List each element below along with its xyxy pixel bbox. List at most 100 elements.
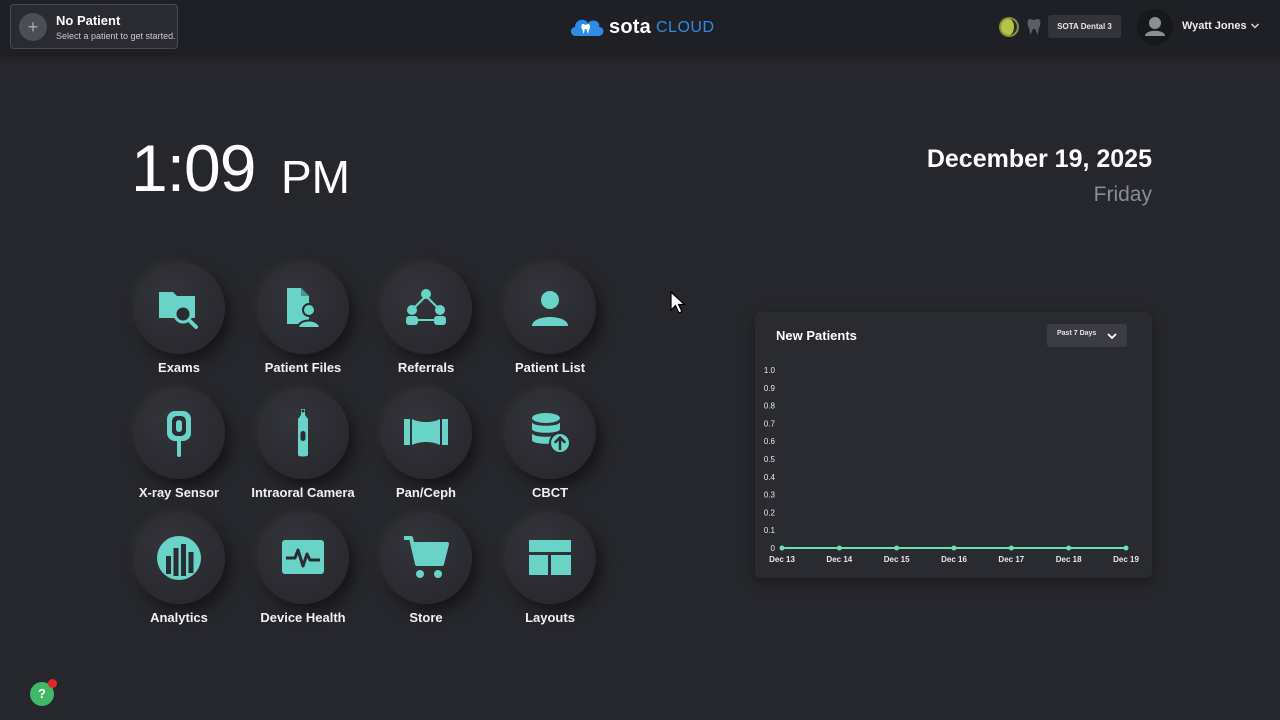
x-tick-label: Dec 15 (884, 555, 910, 564)
heartbeat-monitor-icon (282, 540, 324, 574)
data-point[interactable] (1066, 545, 1072, 551)
tile-device-health-circle[interactable] (257, 512, 349, 604)
tile-intraoral-camera[interactable]: Intraoral Camera (241, 387, 365, 511)
analytics-bars-icon (157, 536, 201, 580)
clock-ampm: PM (281, 151, 350, 203)
y-tick-label: 0.2 (764, 508, 776, 517)
mouse-cursor-icon (670, 291, 686, 314)
tile-patient-files[interactable]: Patient Files (241, 262, 365, 386)
tile-store[interactable]: Store (364, 512, 488, 636)
tile-xray-sensor[interactable]: X-ray Sensor (117, 387, 241, 511)
shopping-cart-icon (404, 536, 449, 578)
data-point[interactable] (951, 545, 957, 551)
date-range-dropdown[interactable]: Past 7 Days (1047, 324, 1127, 347)
cloud-tooth-icon (570, 19, 604, 36)
tile-label: Referrals (397, 360, 455, 375)
add-patient-icon[interactable]: + (19, 13, 47, 41)
y-tick-label: 0.8 (764, 402, 776, 411)
y-tick-label: 0.3 (764, 491, 776, 500)
tile-referrals-circle[interactable] (380, 262, 472, 354)
tile-device-health[interactable]: Device Health (241, 512, 365, 636)
tile-label: Store (409, 610, 443, 625)
exam-folder-search-icon (159, 292, 198, 329)
tile-exams-circle[interactable] (133, 262, 225, 354)
person-icon (532, 291, 568, 326)
y-tick-label: 0 (771, 544, 776, 553)
data-point[interactable] (836, 545, 842, 551)
y-tick-label: 0.4 (764, 473, 776, 482)
tile-label: Patient List (514, 360, 586, 375)
tile-pan-ceph-circle[interactable] (380, 387, 472, 479)
y-tick-label: 1.0 (764, 366, 776, 375)
date-range-label: Past 7 Days (1057, 330, 1097, 337)
tile-label: CBCT (531, 485, 569, 500)
tile-analytics-circle[interactable] (133, 512, 225, 604)
tile-cbct-circle[interactable] (504, 387, 596, 479)
patient-selector[interactable]: + No Patient Select a patient to get sta… (10, 4, 178, 49)
data-point[interactable] (894, 545, 900, 551)
tooth-icon[interactable] (1026, 17, 1042, 37)
tile-label: Intraoral Camera (251, 485, 355, 500)
xray-sensor-icon (167, 411, 191, 457)
tile-label: Layouts (525, 610, 575, 625)
x-tick-label: Dec 19 (1113, 555, 1139, 564)
tile-xray-sensor-circle[interactable] (133, 387, 225, 479)
new-patients-card: 0 0.1 0.2 0.3 0.4 0.5 0.6 0.7 0.8 0.9 1.0 Dec 13 Dec… (755, 312, 1152, 578)
y-tick-label: 0.6 (764, 437, 776, 446)
logo-text-cloud: CLOUD (656, 19, 715, 36)
patient-subtitle: Select a patient to get started. (56, 31, 176, 41)
tile-label: Patient Files (264, 360, 342, 375)
tile-label: Device Health (260, 610, 346, 625)
patient-title: No Patient (56, 13, 121, 28)
tile-analytics[interactable]: Analytics (117, 512, 241, 636)
y-tick-label: 0.7 (764, 419, 776, 428)
tile-exams[interactable]: Exams (117, 262, 241, 386)
tile-cbct[interactable]: CBCT (488, 387, 612, 511)
data-point[interactable] (779, 545, 785, 551)
chevron-down-icon[interactable] (1250, 21, 1260, 31)
tile-label: Analytics (150, 610, 208, 625)
user-avatar[interactable] (1137, 9, 1173, 45)
logo-text-sota: sota (609, 16, 651, 38)
clock-time: 1:09 (131, 131, 256, 205)
current-date: December 19, 2025 (926, 145, 1152, 173)
y-tick-label: 0.1 (764, 526, 776, 535)
data-point[interactable] (1123, 545, 1129, 551)
tile-intraoral-camera-circle[interactable] (257, 387, 349, 479)
tile-label: Exams (158, 360, 200, 375)
x-tick-label: Dec 14 (826, 555, 852, 564)
notification-dot (48, 679, 57, 688)
y-tick-label: 0.9 (764, 384, 776, 393)
cbct-database-upload-icon (532, 413, 571, 454)
chevron-down-icon (1107, 333, 1117, 340)
chart-title: New Patients (776, 328, 857, 343)
tile-layouts[interactable]: Layouts (488, 512, 612, 636)
top-bar: + No Patient Select a patient to get sta… (0, 0, 1280, 53)
layout-grid-icon (529, 540, 571, 575)
tile-layouts-circle[interactable] (504, 512, 596, 604)
current-weekday: Friday (1093, 183, 1152, 206)
new-patients-chart: 0 0.1 0.2 0.3 0.4 0.5 0.6 0.7 0.8 0.9 1.0 Dec 13 Dec… (764, 366, 1140, 564)
referrals-network-icon (406, 289, 446, 325)
pan-ceph-icon (404, 419, 448, 445)
x-tick-label: Dec 16 (941, 555, 967, 564)
data-point[interactable] (1008, 545, 1014, 551)
x-tick-label: Dec 17 (998, 555, 1024, 564)
tile-label: X-ray Sensor (138, 485, 220, 500)
y-tick-label: 0.5 (764, 455, 776, 464)
tile-pan-ceph[interactable]: Pan/Ceph (364, 387, 488, 511)
intraoral-camera-icon (298, 409, 308, 457)
tile-referrals[interactable]: Referrals (364, 262, 488, 386)
tile-store-circle[interactable] (380, 512, 472, 604)
x-tick-label: Dec 18 (1056, 555, 1082, 564)
tile-patient-list[interactable]: Patient List (488, 262, 612, 386)
tile-patient-list-circle[interactable] (504, 262, 596, 354)
theme-toggle-icon[interactable] (998, 16, 1020, 38)
tile-label: Pan/Ceph (396, 485, 456, 500)
practice-selector-button[interactable]: SOTA Dental 3 (1048, 15, 1121, 38)
user-name[interactable]: Wyatt Jones (1182, 20, 1247, 32)
x-tick-label: Dec 13 (769, 555, 795, 564)
patient-file-icon (287, 288, 322, 329)
user-icon (1145, 17, 1165, 36)
tile-patient-files-circle[interactable] (257, 262, 349, 354)
